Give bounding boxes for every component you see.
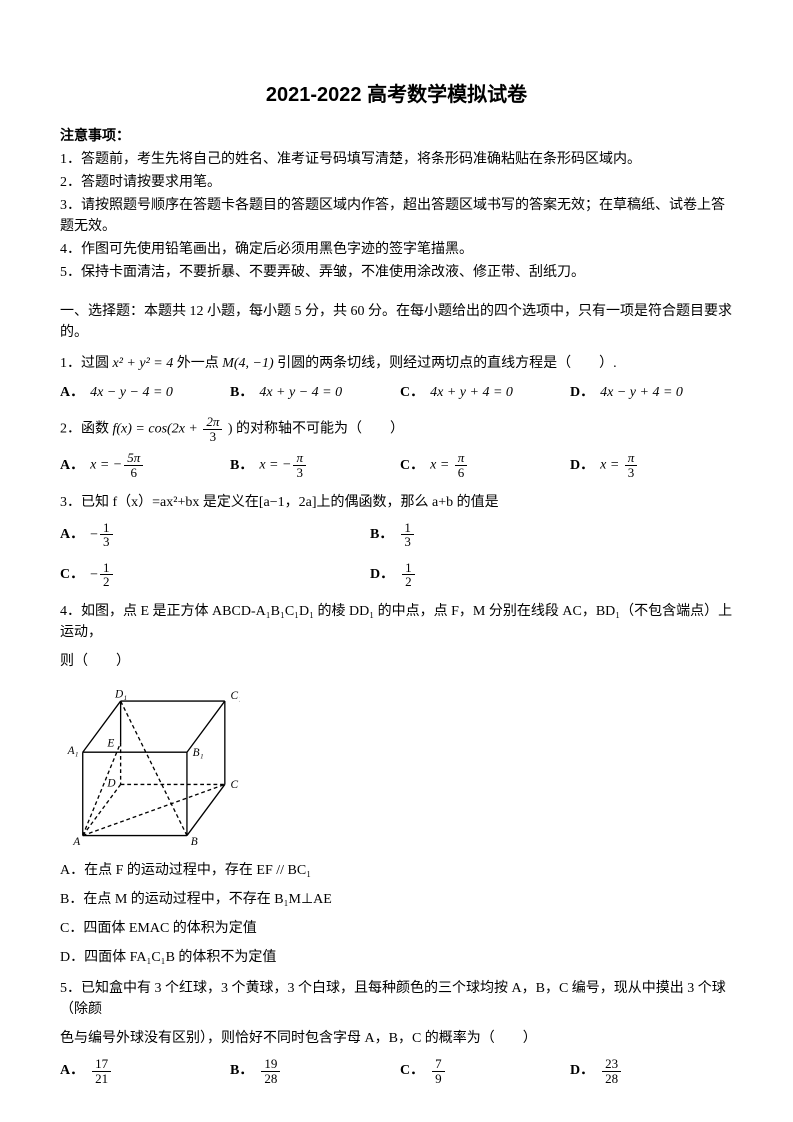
q5-stem: 5．已知盒中有 3 个红球，3 个黄球，3 个白球，且每种颜色的三个球均按 A，… [60,978,733,1020]
svg-text:B: B [191,836,198,848]
cube-figure: A B C D A₁ B₁ C₁ D₁ E [60,680,733,850]
q5-option-b[interactable]: B．1928 [230,1057,370,1085]
q1-a-text: 4x − y − 4 = 0 [90,385,173,400]
q5-option-c[interactable]: C．79 [400,1057,540,1085]
q3-option-a[interactable]: A．−13 [60,521,340,549]
notice-item: 3．请按照题号顺序在答题卡各题目的答题区域内作答，超出答题区域书写的答案无效；在… [60,195,733,237]
svg-text:E: E [106,738,114,750]
q1-point: M(4, −1) [222,356,273,371]
q2-option-c[interactable]: C．x = π6 [400,451,540,479]
q1-d-text: 4x − y + 4 = 0 [600,385,683,400]
q1-option-a[interactable]: A．4x − y − 4 = 0 [60,382,200,403]
q5-option-a[interactable]: A．1721 [60,1057,200,1085]
q3-option-b[interactable]: B．13 [370,521,650,549]
q4-stem: 4．如图，点 E 是正方体 ABCD-A₁B₁C₁D₁ 的棱 DD₁ 的中点，点… [60,601,733,643]
q2-option-b[interactable]: B．x = −π3 [230,451,370,479]
svg-text:C₁: C₁ [231,690,240,702]
q4-option-d[interactable]: D．四面体 FA₁C₁B 的体积不为定值 [60,947,733,968]
notice-heading: 注意事项： [60,126,733,147]
notice-item: 4．作图可先使用铅笔画出，确定后必须用黑色字迹的签字笔描黑。 [60,239,733,260]
q1-option-b[interactable]: B．4x + y − 4 = 0 [230,382,370,403]
q3-options-row1: A．−13 B．13 [60,521,733,549]
q3-stem: 3．已知 f（x）=ax²+bx 是定义在[a−1，2a]上的偶函数，那么 a+… [60,492,733,513]
q1-stem-post: 引圆的两条切线，则经过两切点的直线方程是（ ）. [277,356,617,371]
q1-b-text: 4x + y − 4 = 0 [259,385,342,400]
q2-frac-num: 2π [203,415,222,430]
q1-stem-mid: 外一点 [177,356,223,371]
q2-options: A．x = −5π6 B．x = −π3 C．x = π6 D．x = π3 [60,451,733,479]
q1-equation: x² + y² = 4 [113,356,174,371]
q3-option-c[interactable]: C．−12 [60,561,340,589]
svg-text:A₁: A₁ [67,745,79,757]
svg-text:B₁: B₁ [193,747,204,759]
q1-options: A．4x − y − 4 = 0 B．4x + y − 4 = 0 C．4x +… [60,382,733,403]
notice-item: 2．答题时请按要求用笔。 [60,172,733,193]
q1-option-c[interactable]: C．4x + y + 4 = 0 [400,382,540,403]
svg-text:A: A [72,836,80,848]
notice-item: 1．答题前，考生先将自己的姓名、准考证号码填写清楚，将条形码准确粘贴在条形码区域… [60,149,733,170]
q4-option-c[interactable]: C．四面体 EMAC 的体积为定值 [60,918,733,939]
q2-stem-post: ) 的对称轴不可能为（ ） [228,421,404,436]
q4-option-a[interactable]: A．在点 F 的运动过程中，存在 EF // BC₁ [60,860,733,881]
svg-text:D₁: D₁ [114,688,127,700]
q1-c-text: 4x + y + 4 = 0 [430,385,513,400]
question-2: 2．函数 f(x) = cos(2x + 2π3 ) 的对称轴不可能为（ ） A… [60,415,733,480]
q3-options-row2: C．−12 D．12 [60,561,733,589]
question-4: 4．如图，点 E 是正方体 ABCD-A₁B₁C₁D₁ 的棱 DD₁ 的中点，点… [60,601,733,968]
q2-option-d[interactable]: D．x = π3 [570,451,710,479]
q2-stem-pre: 2．函数 [60,421,113,436]
q4-option-b[interactable]: B．在点 M 的运动过程中，不存在 B₁M⊥AE [60,889,733,910]
q4-stem2: 则（ ） [60,651,733,672]
svg-text:C: C [231,779,239,791]
question-3: 3．已知 f（x）=ax²+bx 是定义在[a−1，2a]上的偶函数，那么 a+… [60,492,733,590]
q5-option-d[interactable]: D．2328 [570,1057,710,1085]
notice-item: 5．保持卡面清洁，不要折暴、不要弄破、弄皱，不准使用涂改液、修正带、刮纸刀。 [60,262,733,283]
q5-stem2: 色与编号外球没有区别），则恰好不同时包含字母 A，B，C 的概率为（ ） [60,1028,733,1049]
question-5: 5．已知盒中有 3 个红球，3 个黄球，3 个白球，且每种颜色的三个球均按 A，… [60,978,733,1085]
section-heading: 一、选择题：本题共 12 小题，每小题 5 分，共 60 分。在每小题给出的四个… [60,301,733,343]
q5-options: A．1721 B．1928 C．79 D．2328 [60,1057,733,1085]
q2-frac-den: 3 [203,430,222,444]
question-1: 1．过圆 x² + y² = 4 外一点 M(4, −1) 引圆的两条切线，则经… [60,353,733,403]
q3-option-d[interactable]: D．12 [370,561,650,589]
q1-stem-pre: 1．过圆 [60,356,113,371]
q2-fn: f(x) = cos(2x + [113,421,202,436]
page-title: 2021-2022 高考数学模拟试卷 [60,80,733,110]
q2-option-a[interactable]: A．x = −5π6 [60,451,200,479]
cube-svg: A B C D A₁ B₁ C₁ D₁ E [60,680,240,850]
svg-text:D: D [106,777,116,789]
q1-option-d[interactable]: D．4x − y + 4 = 0 [570,382,710,403]
